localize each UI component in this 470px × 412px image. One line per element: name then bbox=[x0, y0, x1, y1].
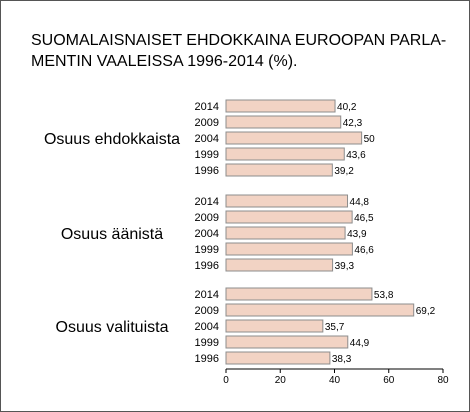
data-label: 50 bbox=[364, 134, 376, 145]
bar bbox=[225, 303, 415, 317]
data-label: 44,9 bbox=[350, 338, 370, 349]
bar bbox=[225, 335, 349, 349]
data-label: 46,5 bbox=[354, 213, 374, 224]
x-tick-label: 40 bbox=[329, 375, 341, 386]
bar bbox=[225, 163, 333, 177]
category-label: 1996 bbox=[195, 353, 219, 365]
data-label: 46,6 bbox=[354, 245, 374, 256]
bar bbox=[225, 351, 331, 365]
bar bbox=[225, 147, 345, 161]
data-label: 53,8 bbox=[374, 290, 394, 301]
category-label: 2009 bbox=[195, 117, 219, 129]
chart-title: SUOMALAISNAISET EHDOKKAINA EUROOPAN PARL… bbox=[31, 32, 447, 70]
bar bbox=[225, 287, 373, 301]
bar bbox=[225, 194, 349, 208]
data-label: 42,3 bbox=[343, 118, 363, 129]
bar bbox=[225, 242, 353, 256]
bar bbox=[225, 226, 346, 240]
bar bbox=[225, 258, 334, 272]
x-tick-label: 20 bbox=[275, 375, 287, 386]
bar bbox=[225, 319, 324, 333]
bar bbox=[225, 131, 363, 145]
x-tick-label: 0 bbox=[223, 375, 229, 386]
bar bbox=[225, 210, 353, 224]
x-tick-label: 60 bbox=[383, 375, 395, 386]
category-label: 1999 bbox=[195, 149, 219, 161]
group-label: Osuus valituista bbox=[56, 319, 169, 336]
bar bbox=[225, 99, 336, 113]
group-label: Osuus ehdokkaista bbox=[44, 131, 180, 148]
group-label: Osuus äänistä bbox=[61, 226, 163, 243]
data-label: 39,3 bbox=[335, 261, 355, 272]
category-label: 2014 bbox=[195, 196, 219, 208]
category-label: 2004 bbox=[195, 321, 219, 333]
category-label: 2004 bbox=[195, 133, 219, 145]
category-label: 1996 bbox=[195, 165, 219, 177]
data-label: 43,9 bbox=[347, 229, 367, 240]
category-label: 1999 bbox=[195, 244, 219, 256]
data-label: 43,6 bbox=[346, 150, 366, 161]
category-label: 2004 bbox=[195, 228, 219, 240]
category-label: 1999 bbox=[195, 337, 219, 349]
data-label: 69,2 bbox=[416, 306, 436, 317]
data-label: 39,2 bbox=[334, 166, 354, 177]
bar bbox=[225, 115, 342, 129]
data-label: 35,7 bbox=[325, 322, 345, 333]
category-label: 2014 bbox=[195, 101, 219, 113]
data-label: 40,2 bbox=[337, 102, 357, 113]
category-label: 2014 bbox=[195, 289, 219, 301]
category-label: 2009 bbox=[195, 212, 219, 224]
data-label: 38,3 bbox=[332, 354, 352, 365]
category-label: 1996 bbox=[195, 260, 219, 272]
data-label: 44,8 bbox=[350, 197, 370, 208]
category-label: 2009 bbox=[195, 305, 219, 317]
x-tick-label: 80 bbox=[437, 375, 449, 386]
